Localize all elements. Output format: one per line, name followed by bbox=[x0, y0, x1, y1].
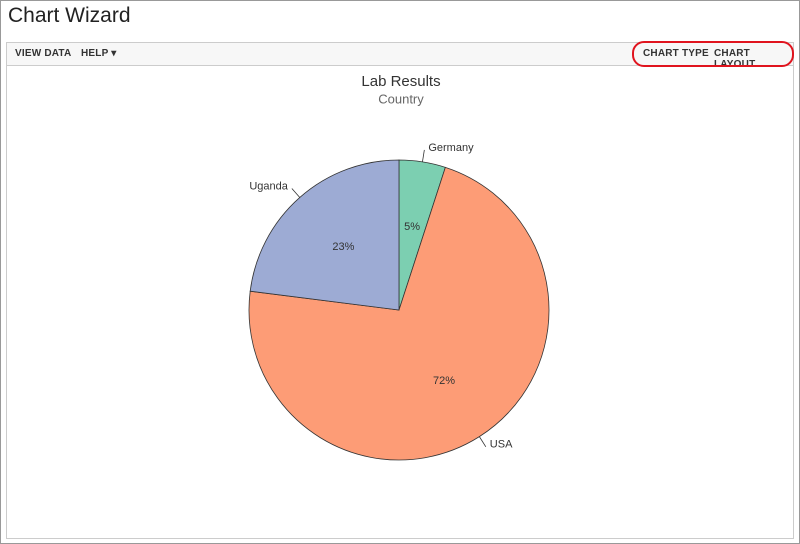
leader-line bbox=[291, 188, 301, 198]
help-button[interactable]: HELP ▾ bbox=[81, 48, 117, 59]
chart-type-button[interactable]: CHART TYPE bbox=[643, 48, 709, 59]
slice-value-label: 23% bbox=[332, 241, 354, 253]
chart-layout-button[interactable]: CHART LAYOUT bbox=[714, 48, 756, 70]
highlight-ellipse bbox=[632, 41, 794, 67]
leader-line bbox=[422, 149, 425, 162]
chart-panel bbox=[6, 65, 794, 539]
page-title: Chart Wizard bbox=[8, 4, 131, 27]
slice-value-label: 5% bbox=[404, 221, 420, 233]
chart-subtitle: Country bbox=[378, 91, 424, 106]
help-label[interactable]: HELP bbox=[81, 48, 109, 59]
view-data-button[interactable]: VIEW DATA bbox=[15, 48, 72, 59]
pie-slice bbox=[249, 159, 400, 311]
slice-value-label: 72% bbox=[433, 375, 455, 387]
chart-title: Lab Results bbox=[361, 73, 440, 90]
leader-line bbox=[479, 436, 487, 447]
slice-category-label: Germany bbox=[428, 142, 474, 154]
toolbar: VIEW DATA HELP ▾ CHART TYPE CHART LAYOUT bbox=[6, 42, 794, 70]
pie-slice bbox=[248, 166, 550, 461]
slice-category-label: USA bbox=[490, 439, 513, 451]
slice-category-label: Uganda bbox=[249, 180, 288, 192]
